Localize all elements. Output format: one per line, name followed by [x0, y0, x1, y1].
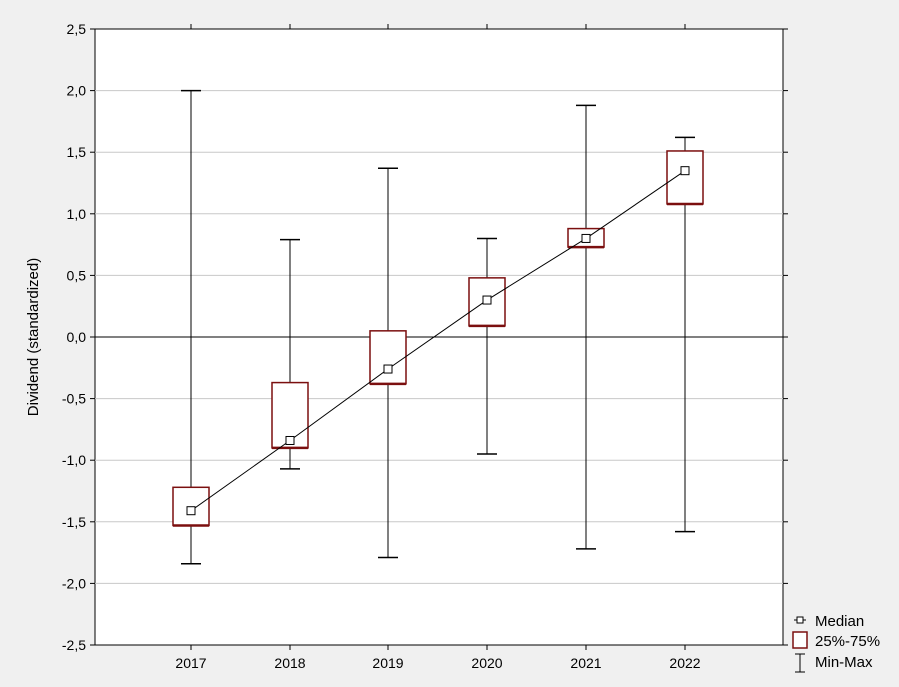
y-tick-label: 2,5 — [67, 21, 87, 37]
legend: Median 25%-75% Min-Max — [792, 613, 880, 673]
y-tick-label: -2,0 — [62, 575, 86, 591]
median-marker — [186, 506, 196, 516]
legend-median-marker — [796, 616, 804, 624]
legend-box-swatch — [792, 631, 808, 649]
legend-box-label: 25%-75% — [815, 633, 880, 650]
iqr-box — [666, 150, 704, 205]
y-tick-label: 2,0 — [67, 83, 87, 99]
x-tick-label: 2018 — [274, 655, 305, 671]
x-tick-label: 2020 — [471, 655, 502, 671]
x-tick-label: 2021 — [570, 655, 601, 671]
x-tick-label: 2019 — [372, 655, 403, 671]
median-marker — [680, 166, 690, 176]
y-tick-label: 1,5 — [67, 144, 87, 160]
box-group-2020 — [468, 237, 506, 455]
box-group-2017 — [172, 89, 210, 565]
y-axis-ticks: -2,5 -2,0 -1,5 -1,0 -0,5 0,0 0,5 1,0 1,5 2,0 2,5 — [62, 21, 788, 653]
legend-median-label: Median — [815, 613, 864, 630]
y-axis-label: Dividend (standardized) — [25, 258, 42, 416]
y-tick-label: -0,5 — [62, 391, 86, 407]
y-tick-label: -1,0 — [62, 452, 86, 468]
box-group-2019 — [369, 167, 407, 559]
median-connecting-line — [190, 170, 686, 512]
y-tick-label: 1,0 — [67, 206, 87, 222]
y-tick-label: 0,5 — [67, 267, 87, 283]
median-marker — [482, 295, 492, 305]
iqr-box — [369, 330, 407, 385]
median-marker — [383, 364, 393, 374]
median-marker — [285, 435, 295, 445]
x-axis-ticks: 2017 2018 2019 2020 2021 2022 — [175, 24, 701, 671]
y-tick-label: -2,5 — [62, 637, 86, 653]
x-tick-label: 2017 — [175, 655, 206, 671]
median-series — [186, 166, 690, 516]
y-tick-label: -1,5 — [62, 514, 86, 530]
box-group-2022 — [666, 136, 704, 533]
x-tick-label: 2022 — [669, 655, 700, 671]
legend-minmax-label: Min-Max — [815, 654, 873, 671]
median-marker — [581, 233, 591, 243]
y-tick-label: 0,0 — [67, 329, 87, 345]
